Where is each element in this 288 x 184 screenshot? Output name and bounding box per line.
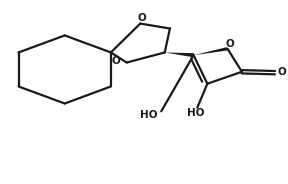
Text: O: O	[277, 67, 286, 77]
Text: O: O	[226, 39, 234, 49]
Text: O: O	[137, 13, 146, 23]
Text: HO: HO	[141, 110, 158, 120]
Polygon shape	[194, 47, 228, 55]
Polygon shape	[165, 52, 194, 57]
Text: O: O	[111, 56, 120, 66]
Text: HO: HO	[187, 108, 204, 118]
